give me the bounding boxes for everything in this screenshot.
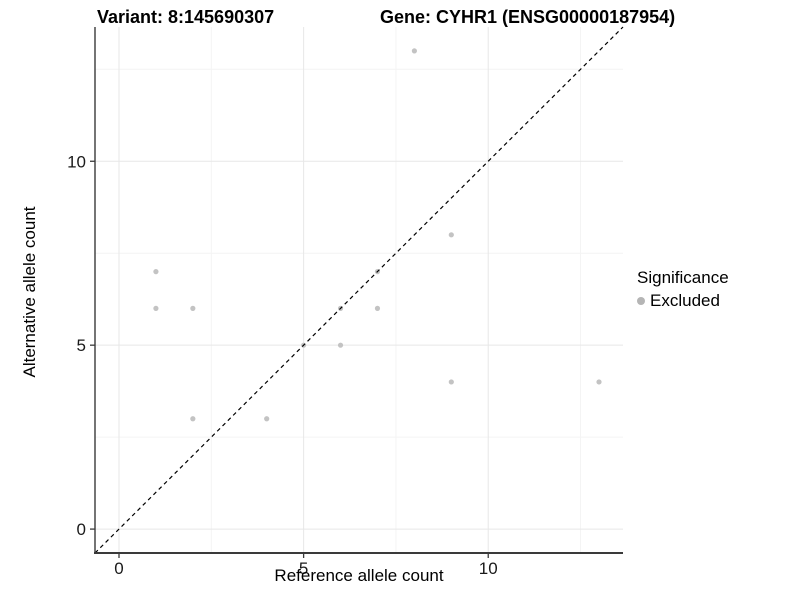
legend-title: Significance (637, 268, 729, 287)
data-point (596, 379, 602, 385)
data-point (337, 342, 344, 348)
data-point (153, 305, 159, 311)
data-point (374, 305, 381, 311)
data-point (190, 416, 196, 422)
data-point (448, 379, 454, 385)
data-point (448, 232, 454, 238)
x-tick-label: 0 (114, 559, 123, 578)
legend-item-excluded: Excluded (637, 291, 729, 311)
data-point (411, 48, 417, 54)
legend: Significance Excluded (637, 268, 729, 311)
y-tick-label: 10 (67, 152, 86, 171)
identity-line (94, 26, 624, 554)
variant-title: Variant: 8:145690307 (97, 7, 275, 27)
data-point (264, 416, 270, 422)
x-tick-label: 5 (299, 559, 308, 578)
y-tick-label: 5 (77, 336, 86, 355)
y-axis-label: Alternative allele count (20, 206, 39, 378)
y-tick-label: 0 (77, 520, 86, 539)
data-point (153, 269, 159, 275)
excluded-point-icon (637, 297, 645, 305)
gene-title: Gene: CYHR1 (ENSG00000187954) (380, 7, 676, 27)
legend-item-label: Excluded (650, 291, 720, 310)
x-axis-label: Reference allele count (274, 566, 444, 585)
x-tick-label: 10 (479, 559, 498, 578)
data-point (190, 305, 196, 311)
